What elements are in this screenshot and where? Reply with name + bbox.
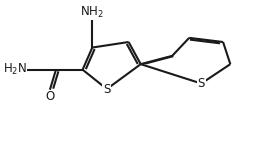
Text: NH$_2$: NH$_2$: [80, 5, 104, 20]
Text: H$_2$N: H$_2$N: [3, 62, 27, 77]
Text: O: O: [45, 90, 54, 103]
Text: S: S: [198, 77, 205, 90]
Text: S: S: [103, 83, 111, 96]
